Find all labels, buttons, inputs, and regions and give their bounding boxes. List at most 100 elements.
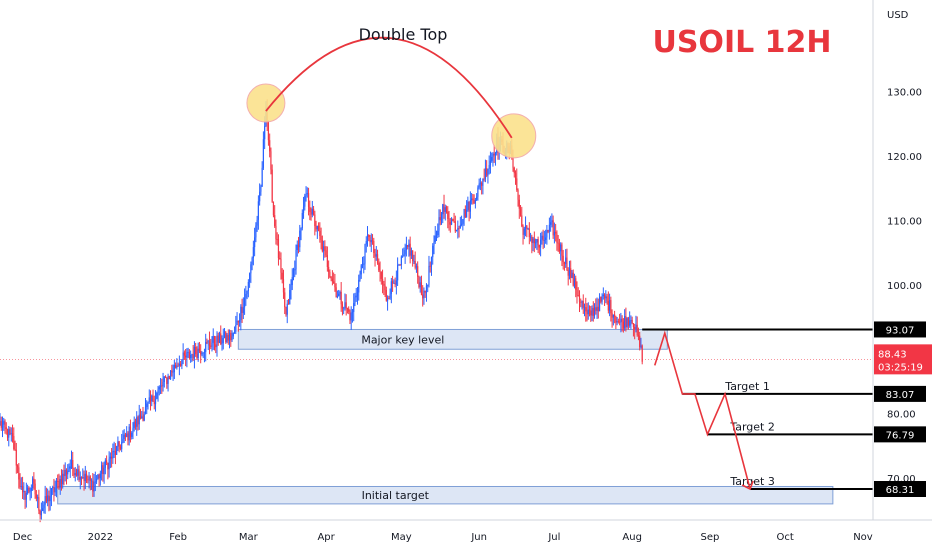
x-tick-label-3: Mar (239, 532, 259, 543)
candle-body (630, 320, 631, 321)
candle-body (95, 482, 96, 483)
candle-body (100, 474, 101, 479)
candle-body (563, 256, 564, 262)
candle-body (140, 415, 141, 419)
candle-body (262, 168, 263, 187)
x-tick-label-5: May (391, 532, 412, 543)
candle-body (324, 246, 325, 250)
candle-body (269, 140, 270, 151)
candle-body (333, 281, 334, 283)
candle-body (551, 220, 552, 222)
projection-path (655, 333, 750, 489)
candle-body (494, 154, 495, 156)
candle-body (356, 296, 357, 298)
y-tick-label-1: 120.00 (887, 152, 922, 163)
candle-body (608, 301, 609, 311)
candle-body (162, 382, 163, 386)
candle-body (640, 346, 641, 348)
candle-body (327, 255, 328, 267)
candle-body (67, 471, 68, 475)
candle-body (77, 469, 78, 475)
candle-body (339, 292, 340, 294)
candle-body (35, 484, 36, 495)
candle-body (9, 429, 10, 433)
candle-body (451, 219, 452, 225)
candle-body (205, 342, 206, 352)
candle-body (584, 307, 585, 308)
candle-body (1, 421, 2, 428)
candle-body (136, 417, 137, 427)
candle-body (388, 298, 389, 299)
candle-body (200, 351, 201, 354)
candle-body (403, 254, 404, 256)
candle-body (38, 497, 39, 510)
x-tick-label-4: Apr (317, 532, 335, 543)
candle-body (285, 307, 286, 314)
candle-body (604, 295, 605, 299)
candle-body (571, 273, 572, 278)
candle-body (413, 261, 414, 262)
candle-body (445, 207, 446, 212)
candle-body (160, 385, 161, 387)
candle-body (145, 407, 146, 414)
candle-body (293, 270, 294, 277)
candle-body (300, 228, 301, 230)
candle-body (279, 258, 280, 259)
candle-body (257, 220, 258, 226)
candle-body (152, 396, 153, 402)
candle-body (21, 486, 22, 487)
candle-body (461, 224, 462, 225)
candle-body (342, 304, 343, 308)
candle-body (620, 319, 621, 323)
candle-body (144, 414, 145, 420)
candle-body (229, 333, 230, 341)
candle-body (147, 402, 148, 403)
candle-body (369, 237, 370, 242)
candle-body (470, 200, 471, 211)
candle-body (246, 291, 247, 294)
x-tick-label-1: 2022 (88, 532, 113, 543)
candle-body (348, 309, 349, 312)
candle-body (368, 235, 369, 237)
candle-body (193, 354, 194, 358)
candle-body (531, 237, 532, 243)
candle-body (391, 281, 392, 294)
candle-body (634, 327, 635, 329)
candle-body (443, 204, 444, 212)
candle-body (219, 333, 220, 342)
candle-body (66, 470, 67, 474)
candle-body (553, 220, 554, 235)
candle-body (579, 295, 580, 301)
candle-body (578, 295, 579, 296)
candle-body (346, 302, 347, 308)
candle-body (248, 282, 249, 291)
candle-body (260, 187, 261, 192)
candle-body (241, 307, 242, 313)
candle-body (379, 270, 380, 272)
candle-body (469, 202, 470, 212)
candle-body (549, 225, 550, 232)
candle-body (556, 233, 557, 242)
candle-body (372, 240, 373, 241)
candle-body (305, 194, 306, 196)
candle-body (166, 378, 167, 384)
candle-body (428, 266, 429, 285)
candle-body (397, 265, 398, 280)
candle-body (57, 481, 58, 482)
candle-body (474, 200, 475, 203)
candle-body (149, 397, 150, 402)
candle-body (181, 359, 182, 366)
candle-body (282, 273, 283, 279)
candle-body (361, 265, 362, 274)
candle-body (23, 491, 24, 492)
candle-body (3, 421, 4, 425)
candle-body (169, 376, 170, 379)
candle-body (236, 321, 237, 325)
candle-body (566, 258, 567, 271)
candle-body (47, 495, 48, 501)
candle-body (635, 325, 636, 329)
target-label-2: Target 2 (729, 420, 775, 433)
candle-body (41, 511, 42, 515)
candle-body (304, 196, 305, 207)
